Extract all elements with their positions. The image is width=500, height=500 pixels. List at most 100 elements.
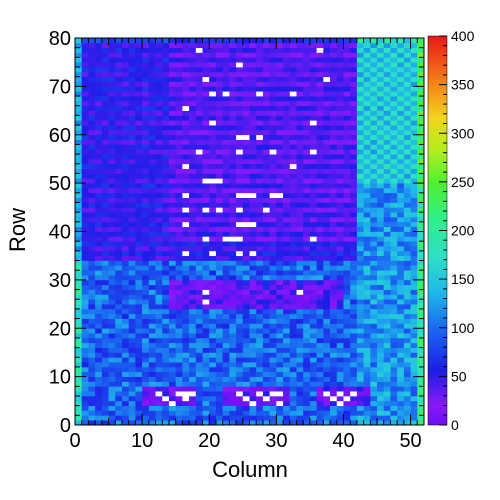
heatmap-cell (142, 187, 150, 194)
heatmap-cell (336, 318, 344, 324)
heatmap-cell (303, 405, 311, 411)
heatmap-cell (377, 183, 385, 189)
heatmap-cell (397, 168, 405, 174)
heatmap-cell (242, 294, 250, 300)
heatmap-cell (309, 400, 317, 406)
heatmap-cell (202, 163, 210, 169)
heatmap-cell (101, 144, 109, 150)
heatmap-cell (383, 42, 391, 49)
heatmap-cell (236, 289, 244, 295)
heatmap-cell (135, 52, 143, 58)
heatmap-cell (283, 415, 291, 421)
heatmap-cell (343, 270, 351, 276)
heatmap-cell (249, 76, 257, 82)
heatmap-cell (148, 168, 156, 174)
heatmap-cell (75, 279, 83, 286)
heatmap-cell (303, 120, 311, 126)
heatmap-cell (417, 105, 425, 111)
heatmap-cell (75, 226, 83, 232)
heatmap-cell (256, 260, 264, 266)
heatmap-cell (377, 250, 385, 257)
heatmap-cell (195, 236, 203, 242)
heatmap-cell (222, 376, 230, 382)
heatmap-cell (410, 192, 418, 198)
heatmap-cell (115, 381, 123, 387)
heatmap-cell (142, 221, 150, 228)
heatmap-cell (323, 173, 331, 179)
heatmap-cell (249, 96, 257, 102)
heatmap-cell (370, 255, 378, 261)
heatmap-cell (189, 371, 197, 377)
heatmap-cell (121, 129, 130, 136)
heatmap-cell (323, 221, 331, 228)
heatmap-cell (410, 362, 418, 368)
heatmap-cell (95, 371, 103, 377)
heatmap-cell (303, 96, 311, 102)
heatmap-cell (142, 362, 150, 368)
heatmap-cell (403, 381, 411, 387)
heatmap-cell (108, 168, 116, 174)
heatmap-cell (142, 420, 150, 426)
heatmap-cell (403, 260, 411, 266)
heatmap-cell (397, 202, 405, 208)
heatmap-cell (162, 129, 170, 136)
heatmap-cell (390, 299, 398, 305)
heatmap-cell (262, 67, 270, 73)
heatmap-cell (121, 410, 130, 416)
heatmap-cell (377, 381, 385, 387)
heatmap-cell (356, 333, 364, 339)
heatmap-cell (350, 328, 358, 334)
heatmap-cell (215, 226, 223, 232)
heatmap-cell (135, 395, 143, 402)
heatmap-cell (397, 38, 405, 44)
heatmap-cell (309, 216, 317, 223)
heatmap-cell (289, 342, 297, 348)
heatmap-cells (75, 38, 425, 426)
heatmap-cell (316, 168, 324, 174)
heatmap-cell (88, 226, 96, 232)
heatmap-cell (168, 260, 177, 266)
heatmap-cell (202, 304, 210, 310)
heatmap-cell (121, 139, 130, 145)
heatmap-cell (182, 187, 190, 194)
heatmap-cell (242, 337, 250, 344)
heatmap-cell (370, 357, 378, 363)
heatmap-cell (390, 226, 398, 232)
heatmap-cell (356, 410, 364, 416)
heatmap-cell (363, 381, 371, 387)
heatmap-cell (289, 216, 297, 223)
colorbar-tick-label: 200 (451, 223, 475, 239)
heatmap-cell (128, 265, 136, 271)
heatmap-cell (410, 197, 418, 203)
heatmap-cell (383, 91, 391, 97)
colorbar-tick-label: 300 (451, 125, 475, 141)
heatmap-cell (75, 231, 83, 237)
heatmap-cell (215, 163, 223, 169)
heatmap-cell (101, 333, 109, 339)
heatmap-cell (95, 197, 103, 203)
heatmap-cell (222, 255, 230, 261)
heatmap-cell (403, 246, 411, 252)
heatmap-cell (397, 134, 405, 140)
heatmap-cell (343, 202, 351, 208)
heatmap-cell (390, 381, 398, 387)
heatmap-cell (390, 202, 398, 208)
heatmap-cell (417, 100, 425, 107)
heatmap-cell (95, 207, 103, 213)
heatmap-cell (410, 357, 418, 363)
heatmap-cell (242, 149, 250, 155)
heatmap-cell (215, 183, 223, 189)
heatmap-cell (289, 323, 297, 329)
heatmap-cell (410, 304, 418, 310)
heatmap-cell (162, 173, 170, 179)
heatmap-cell (289, 400, 297, 406)
heatmap-cell (283, 289, 291, 295)
heatmap-cell (256, 395, 264, 402)
heatmap-cell (236, 221, 244, 228)
heatmap-cell (330, 236, 338, 242)
heatmap-cell (343, 299, 351, 305)
heatmap-cell (289, 207, 297, 213)
heatmap-cell (397, 212, 405, 218)
heatmap-cell (289, 265, 297, 271)
heatmap-cell (343, 144, 351, 150)
